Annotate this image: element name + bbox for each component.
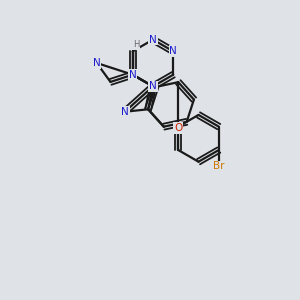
Text: N: N xyxy=(129,70,136,80)
Text: N: N xyxy=(169,46,177,56)
Text: N: N xyxy=(149,81,157,92)
Text: O: O xyxy=(174,123,182,133)
Text: Br: Br xyxy=(213,161,224,171)
Text: N: N xyxy=(149,34,157,45)
Text: N: N xyxy=(93,58,100,68)
Text: H: H xyxy=(133,40,140,49)
Text: N: N xyxy=(121,107,129,117)
